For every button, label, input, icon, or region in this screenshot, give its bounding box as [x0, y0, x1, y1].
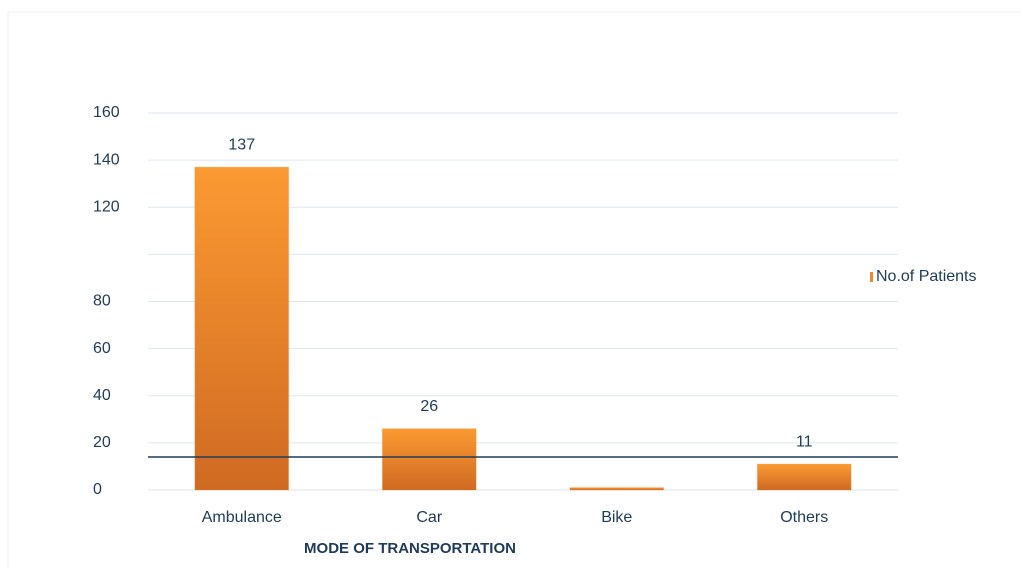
y-tick-label: 20: [93, 434, 111, 451]
bar: [756, 463, 852, 491]
y-tick-label: 120: [93, 198, 120, 215]
y-tick-label: 80: [93, 293, 111, 310]
y-tick-label: 40: [93, 387, 111, 404]
y-tick-label: 160: [93, 104, 120, 121]
bar: [381, 428, 477, 491]
x-tick-label: Bike: [601, 509, 632, 526]
y-tick-label: 60: [93, 340, 111, 357]
data-label: 11: [796, 433, 813, 450]
legend-swatch: [870, 272, 873, 282]
data-label: 26: [420, 398, 438, 415]
x-axis-title: MODE OF TRANSPORTATION: [304, 540, 516, 557]
bar: [194, 166, 290, 491]
bar: [569, 487, 665, 491]
x-tick-label: Ambulance: [202, 509, 282, 526]
legend-label: No.of Patients: [876, 268, 977, 285]
x-tick-label: Car: [416, 509, 442, 526]
y-tick-label: 0: [93, 481, 102, 498]
y-tick-label: 140: [93, 151, 120, 168]
x-tick-label: Others: [780, 509, 828, 526]
data-label: 137: [228, 136, 255, 153]
